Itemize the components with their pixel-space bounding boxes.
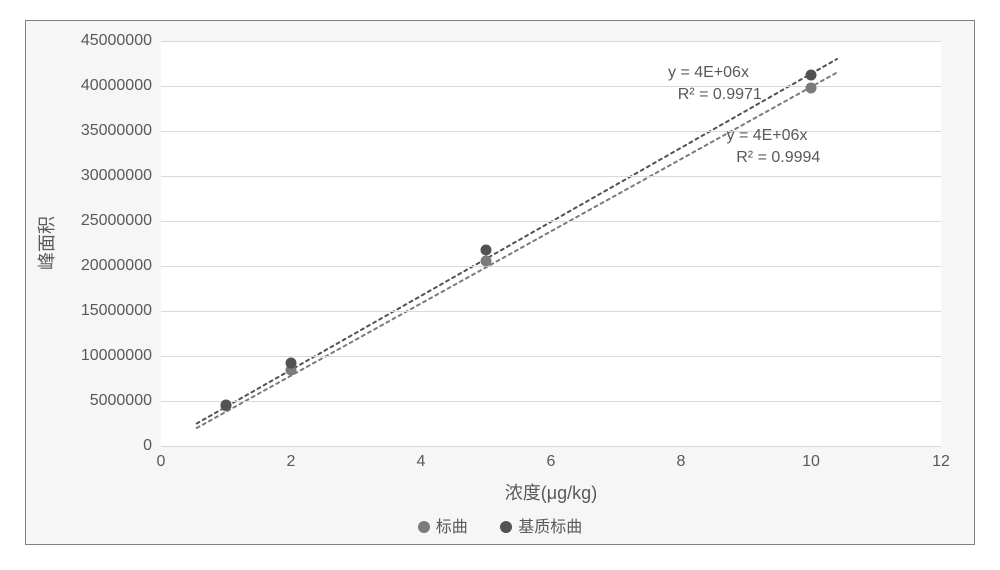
legend-label: 标曲 — [436, 519, 468, 536]
x-tick-label: 0 — [157, 453, 166, 471]
gridline — [161, 86, 941, 87]
data-point-marker — [221, 399, 232, 410]
y-tick-label: 35000000 — [42, 122, 152, 140]
plot-area: y = 4E+06x R² = 0.9971 y = 4E+06x R² = 0.99… — [161, 41, 941, 446]
equation-label: y = 4E+06x — [727, 127, 808, 145]
data-point-marker — [806, 70, 817, 81]
legend-item-biaoqu: 标曲 — [418, 513, 468, 537]
gridline — [161, 176, 941, 177]
equation-label: R² = 0.9994 — [736, 149, 820, 167]
y-tick-label: 40000000 — [42, 77, 152, 95]
gridline — [161, 446, 941, 447]
y-tick-label: 30000000 — [42, 167, 152, 185]
legend: 标曲 基质标曲 — [26, 513, 974, 537]
x-axis-label: 浓度(μg/kg) — [505, 479, 597, 505]
trend-lines-layer — [161, 41, 941, 446]
x-tick-label: 10 — [802, 453, 820, 471]
data-point-marker — [286, 358, 297, 369]
gridline — [161, 266, 941, 267]
y-tick-label: 5000000 — [42, 392, 152, 410]
chart-frame: y = 4E+06x R² = 0.9971 y = 4E+06x R² = 0.99… — [25, 20, 975, 545]
legend-marker-icon — [418, 521, 430, 533]
data-point-marker — [481, 244, 492, 255]
x-tick-label: 12 — [932, 453, 950, 471]
x-tick-label: 6 — [547, 453, 556, 471]
legend-marker-icon — [500, 521, 512, 533]
gridline — [161, 131, 941, 132]
y-tick-label: 10000000 — [42, 347, 152, 365]
gridline — [161, 41, 941, 42]
data-point-marker — [806, 82, 817, 93]
gridline — [161, 221, 941, 222]
legend-item-jizhi: 基质标曲 — [500, 513, 582, 537]
data-point-marker — [481, 255, 492, 266]
equation-label: R² = 0.9971 — [678, 86, 762, 104]
y-tick-label: 45000000 — [42, 32, 152, 50]
y-tick-label: 20000000 — [42, 257, 152, 275]
gridline — [161, 311, 941, 312]
x-tick-label: 8 — [677, 453, 686, 471]
x-tick-label: 2 — [287, 453, 296, 471]
equation-label: y = 4E+06x — [668, 64, 749, 82]
gridline — [161, 356, 941, 357]
y-tick-label: 15000000 — [42, 302, 152, 320]
x-tick-label: 4 — [417, 453, 426, 471]
y-tick-label: 0 — [42, 437, 152, 455]
y-tick-label: 25000000 — [42, 212, 152, 230]
gridline — [161, 401, 941, 402]
legend-label: 基质标曲 — [518, 519, 582, 536]
